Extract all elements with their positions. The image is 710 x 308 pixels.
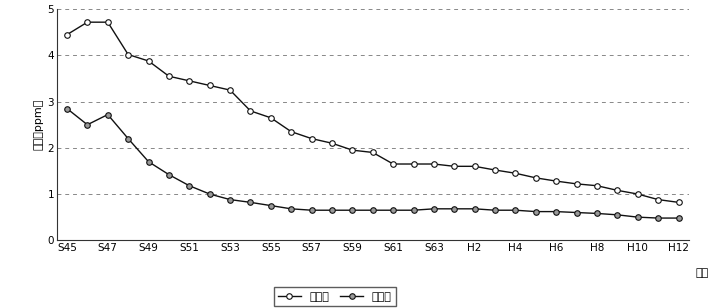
自排局 (287, 207, 295, 211)
一般局 (144, 59, 153, 63)
一般局 (593, 184, 601, 188)
一般局 (552, 179, 560, 183)
一般局 (266, 116, 275, 120)
自排局 (552, 210, 560, 213)
自排局 (674, 216, 683, 220)
一般局 (104, 20, 112, 24)
一般局 (124, 53, 132, 56)
自排局 (593, 212, 601, 215)
一般局 (613, 188, 622, 192)
自排局 (450, 207, 459, 211)
一般局 (389, 162, 398, 166)
一般局 (328, 141, 337, 145)
自排局 (471, 207, 479, 211)
Line: 一般局: 一般局 (64, 19, 682, 205)
一般局 (532, 176, 540, 180)
自排局 (613, 213, 622, 217)
自排局 (165, 173, 173, 176)
一般局 (246, 109, 255, 113)
一般局 (572, 182, 581, 186)
自排局 (348, 208, 356, 212)
自排局 (491, 208, 499, 212)
一般局 (654, 198, 662, 201)
自排局 (104, 113, 112, 116)
自排局 (266, 204, 275, 208)
Text: 年度: 年度 (695, 268, 709, 278)
一般局 (307, 137, 316, 140)
一般局 (450, 164, 459, 168)
自排局 (368, 208, 377, 212)
自排局 (572, 211, 581, 214)
自排局 (654, 216, 662, 220)
自排局 (124, 137, 132, 140)
自排局 (307, 208, 316, 212)
一般局 (368, 151, 377, 154)
一般局 (430, 162, 438, 166)
自排局 (389, 208, 398, 212)
自排局 (62, 107, 71, 110)
一般局 (205, 83, 214, 87)
一般局 (409, 162, 417, 166)
一般局 (633, 192, 642, 196)
自排局 (511, 208, 520, 212)
一般局 (62, 33, 71, 36)
一般局 (674, 201, 683, 204)
自排局 (205, 192, 214, 196)
自排局 (532, 210, 540, 213)
一般局 (511, 171, 520, 175)
Y-axis label: 濃度（ppm）: 濃度（ppm） (33, 99, 43, 150)
Legend: 一般局, 自排局: 一般局, 自排局 (274, 287, 395, 306)
一般局 (83, 20, 92, 24)
Line: 自排局: 自排局 (64, 106, 682, 221)
一般局 (226, 88, 234, 92)
自排局 (409, 208, 417, 212)
自排局 (185, 184, 194, 188)
自排局 (246, 201, 255, 204)
自排局 (633, 215, 642, 219)
一般局 (165, 75, 173, 78)
自排局 (144, 160, 153, 164)
自排局 (430, 207, 438, 211)
自排局 (226, 198, 234, 201)
一般局 (287, 130, 295, 134)
一般局 (348, 148, 356, 152)
一般局 (185, 79, 194, 83)
自排局 (83, 123, 92, 127)
一般局 (491, 168, 499, 172)
自排局 (328, 208, 337, 212)
一般局 (471, 164, 479, 168)
